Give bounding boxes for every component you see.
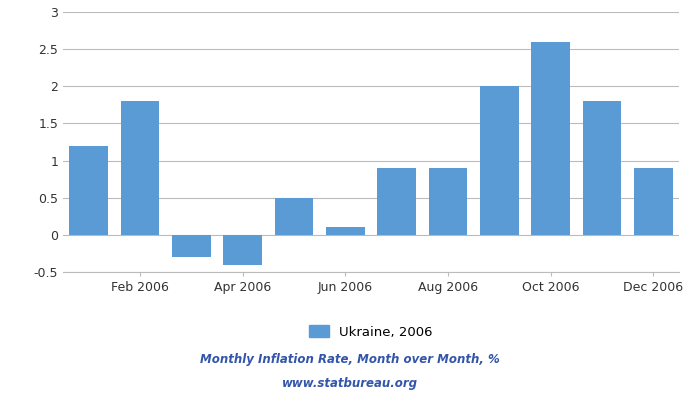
Bar xyxy=(172,235,211,257)
Bar xyxy=(223,235,262,264)
Bar xyxy=(69,146,108,235)
Text: Monthly Inflation Rate, Month over Month, %: Monthly Inflation Rate, Month over Month… xyxy=(200,354,500,366)
Bar xyxy=(120,101,160,235)
Bar xyxy=(326,228,365,235)
Bar xyxy=(582,101,622,235)
Legend: Ukraine, 2006: Ukraine, 2006 xyxy=(304,320,438,344)
Bar xyxy=(531,42,570,235)
Bar xyxy=(377,168,416,235)
Bar xyxy=(428,168,468,235)
Bar xyxy=(480,86,519,235)
Text: www.statbureau.org: www.statbureau.org xyxy=(282,378,418,390)
Bar xyxy=(274,198,314,235)
Bar xyxy=(634,168,673,235)
